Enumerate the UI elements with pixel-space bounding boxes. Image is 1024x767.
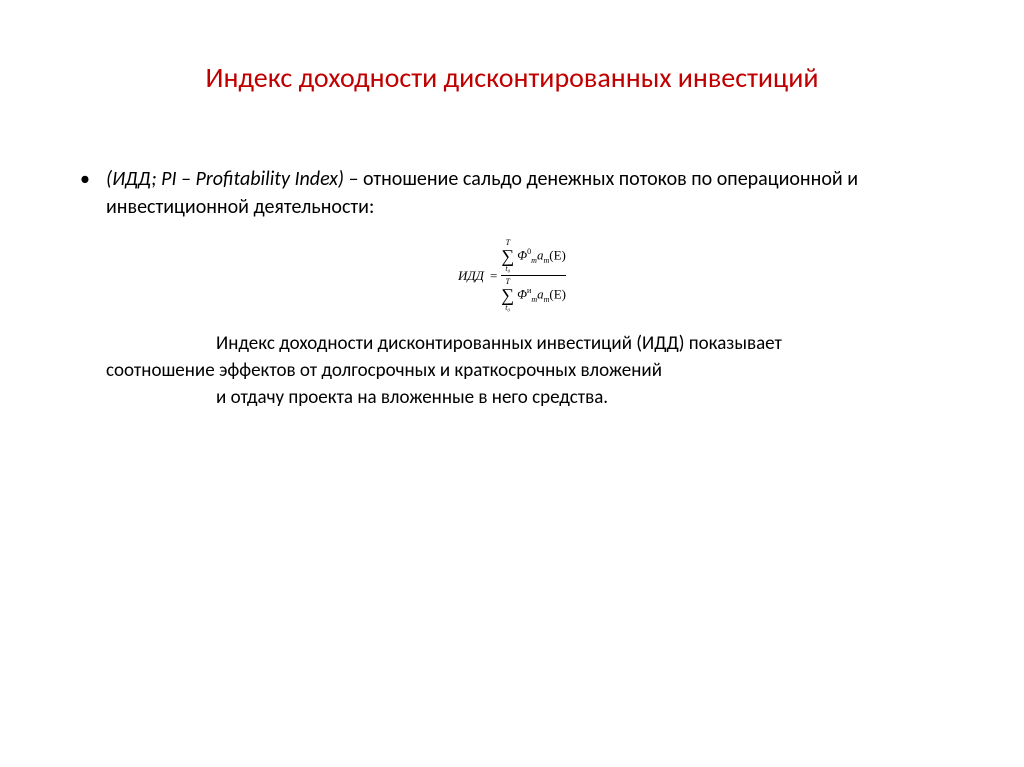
explain-line-3: и отдачу проекта на вложенные в него сре… xyxy=(106,384,944,411)
formula: ИДД = T ∑ t₀ Φ0mam(E) T xyxy=(458,239,566,312)
explain-line-2: соотношение эффектов от долгосрочных и к… xyxy=(106,357,944,384)
fraction: T ∑ t₀ Φ0mam(E) T ∑ t₀ xyxy=(501,239,566,312)
denominator-term: Φиmam(E) xyxy=(517,286,566,304)
equals-sign: = xyxy=(490,268,497,284)
lower-limit-d: t₀ xyxy=(505,304,510,312)
phi-sup-0: 0 xyxy=(527,247,531,256)
sigma-numerator: T ∑ t₀ xyxy=(501,239,514,273)
lower-limit: t₀ xyxy=(505,265,510,273)
arg-e-d: (E) xyxy=(549,286,566,301)
phi-base: Φ xyxy=(517,247,527,262)
phi-base-d: Φ xyxy=(517,286,527,301)
sigma-icon: ∑ xyxy=(501,247,514,265)
denominator: T ∑ t₀ Φиmam(E) xyxy=(501,278,566,312)
phi-sup-i: и xyxy=(527,286,531,295)
formula-block: ИДД = T ∑ t₀ Φ0mam(E) T xyxy=(80,239,944,312)
bullet-text: (ИДД; PI – Profitability Index) – отноше… xyxy=(106,165,944,221)
arg-e: (E) xyxy=(549,247,566,262)
bullet-lead: (ИДД; PI – Profitability Index) – xyxy=(106,167,358,191)
formula-lhs: ИДД xyxy=(458,268,484,284)
slide: Индекс доходности дисконтированных инвес… xyxy=(0,0,1024,767)
slide-title: Индекс доходности дисконтированных инвес… xyxy=(80,60,944,95)
sigma-denominator: T ∑ t₀ xyxy=(501,278,514,312)
bullet-item: • (ИДД; PI – Profitability Index) – отно… xyxy=(80,165,944,221)
sigma-icon-d: ∑ xyxy=(501,286,514,304)
fraction-bar xyxy=(501,275,566,276)
numerator: T ∑ t₀ Φ0mam(E) xyxy=(501,239,565,273)
explain-line-1: Индекс доходности дисконтированных инвес… xyxy=(106,330,944,357)
explanation-text: Индекс доходности дисконтированных инвес… xyxy=(106,330,944,411)
bullet-marker: • xyxy=(80,165,106,193)
numerator-term: Φ0mam(E) xyxy=(517,247,566,265)
